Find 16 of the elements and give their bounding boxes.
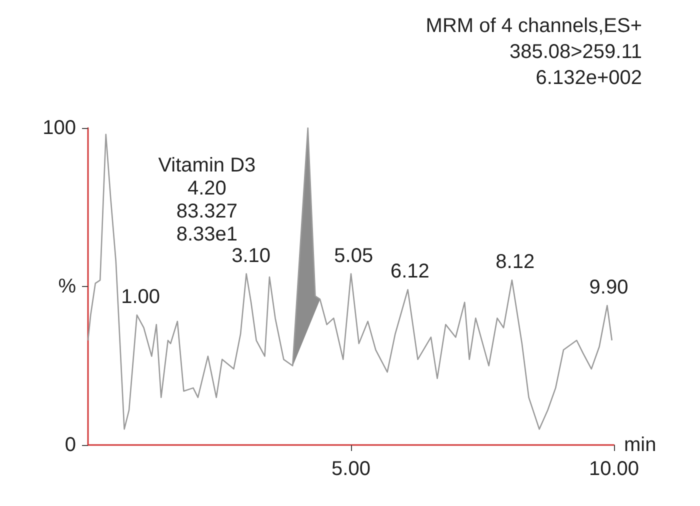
annotation: 5.05 xyxy=(334,244,374,267)
y-tick-label: % xyxy=(58,276,76,298)
y-tick-label: 100 xyxy=(42,117,76,139)
annotation: 3.10 xyxy=(232,244,271,267)
x-tick-label: 5.00 xyxy=(332,458,370,480)
x-tick-label: 10.00 xyxy=(588,458,640,480)
annotation: 1.00 xyxy=(121,286,160,308)
annotation: 9.90 xyxy=(589,276,628,299)
text: MRM of 4 channels,ES+ xyxy=(426,15,642,37)
annotation: 6.12 xyxy=(390,260,430,283)
text: 385.08>259.11 xyxy=(509,41,642,63)
y-tick-label: 0 xyxy=(64,434,76,456)
annotation: Vitamin D3 4.20 83.327 8.33e1 xyxy=(158,154,256,246)
text: 6.132e+002 xyxy=(536,67,642,89)
x-axis-title: min xyxy=(624,434,656,456)
annotation: 8.12 xyxy=(496,251,535,274)
